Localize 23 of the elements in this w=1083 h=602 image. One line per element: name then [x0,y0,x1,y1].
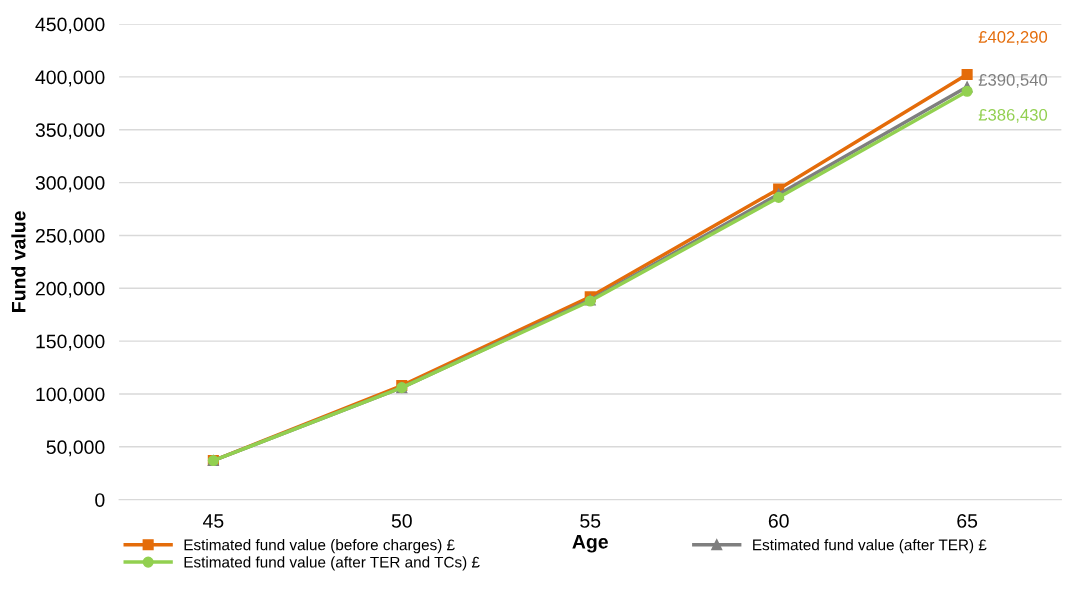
y-tick-label: 50,000 [46,440,105,457]
y-tick-label: 450,000 [35,17,105,34]
y-tick-label: 350,000 [35,123,105,140]
y-tick-label: 300,000 [35,176,105,193]
y-tick-label: 200,000 [35,281,105,298]
x-axis-title: Age [572,535,608,553]
x-tick-label: 55 [580,514,601,528]
legend-label: Estimated fund value (after TER) £ [753,539,987,554]
y-tick-label: 150,000 [36,334,105,351]
data-label: £390,540 [978,74,1048,88]
x-tick-label: 60 [768,514,789,528]
x-tick-label: 50 [391,514,412,528]
legend-label: Estimated fund value (before charges) £ [184,539,455,554]
x-tick-label: 65 [957,514,978,528]
y-tick-label: 100,000 [36,387,105,404]
data-label: £402,290 [978,31,1048,45]
y-tick-label: 400,000 [35,70,105,87]
y-tick-label: 250,000 [35,228,105,245]
x-tick-label: 45 [202,514,224,528]
legend-label: Estimated fund value (after TER and TCs) £ [184,556,480,571]
data-label: £386,430 [978,108,1048,123]
y-axis-title: Fund value [11,211,26,312]
y-tick-label: 0 [95,493,105,507]
